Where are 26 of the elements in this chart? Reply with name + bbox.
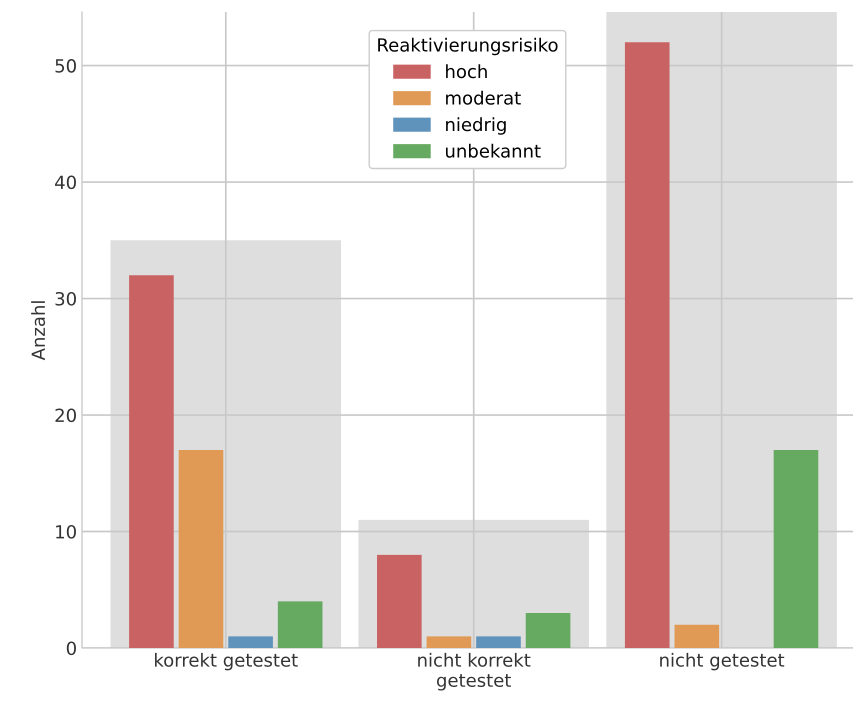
- bar: [178, 450, 224, 648]
- x-tick-label: korrekt getestet: [155, 652, 298, 670]
- y-tick-label: 30: [56, 292, 76, 306]
- y-tick-label: 40: [55, 176, 76, 190]
- x-tick-label: nicht korrekt getestet: [418, 652, 530, 691]
- legend-label: unbekannt: [446, 144, 541, 158]
- x-tick-label: nicht getestet: [660, 652, 784, 670]
- bar: [377, 554, 422, 648]
- y-axis-title: Anzahl: [31, 301, 46, 360]
- bar: [624, 42, 670, 648]
- legend-label: moderat: [446, 90, 521, 105]
- legend-label: niedrig: [446, 117, 506, 135]
- legend-label: hoch: [446, 64, 487, 78]
- bar: [228, 636, 273, 648]
- y-tick-label: 0: [66, 641, 76, 656]
- bar: [674, 624, 720, 648]
- legend-title: Reaktivierungsrisiko: [378, 38, 558, 56]
- bar: [774, 450, 818, 648]
- bar: [426, 636, 472, 648]
- y-tick-label: 20: [55, 408, 76, 422]
- y-tick-label: 50: [56, 59, 76, 73]
- bar: [526, 613, 570, 648]
- bar: [278, 601, 322, 648]
- bar: [476, 636, 521, 648]
- bar: [129, 275, 174, 648]
- y-tick-label: 10: [56, 524, 76, 539]
